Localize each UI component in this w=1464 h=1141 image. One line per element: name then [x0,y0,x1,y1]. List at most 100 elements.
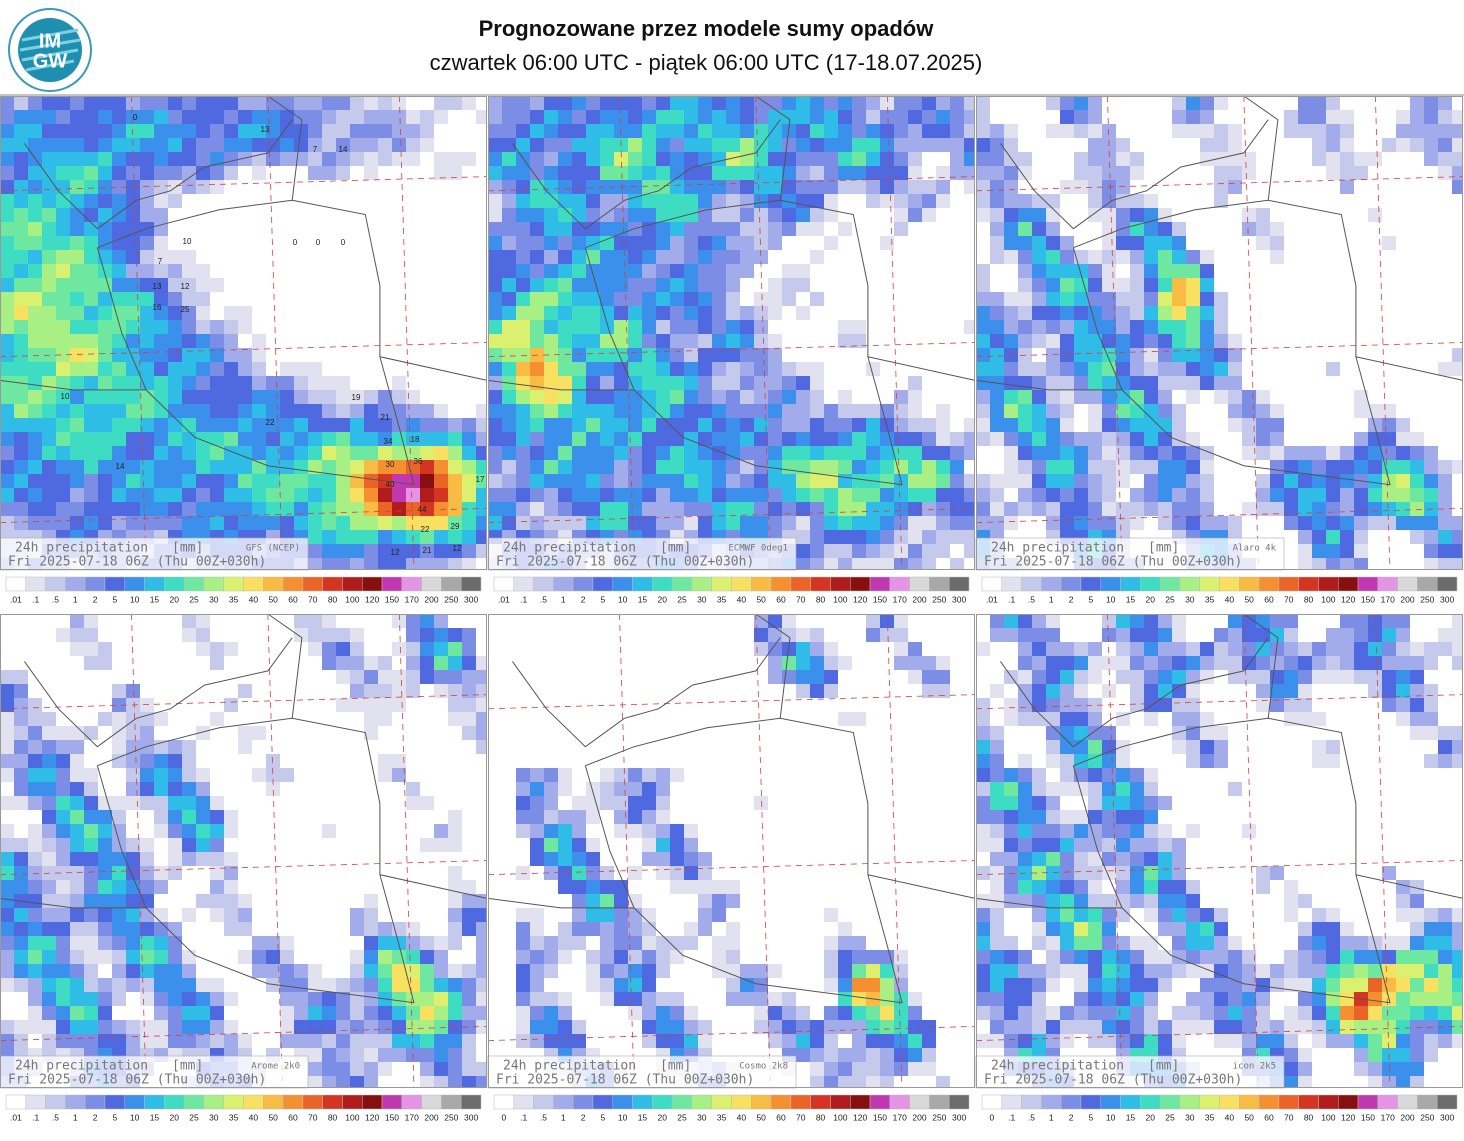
precip-cell [14,978,28,992]
precip-cell [782,1020,796,1034]
precip-cell [754,502,768,516]
precip-cell [1186,1006,1200,1020]
precip-cell [168,152,182,166]
precip-cell [852,110,866,124]
precip-cell [112,488,126,502]
grid-value: 12 [453,544,462,553]
precip-cell [796,1020,810,1034]
precip-cell [182,362,196,376]
precip-cell [586,362,600,376]
precip-cell [168,936,182,950]
precip-cell [56,306,70,320]
precip-cell [126,838,140,852]
precip-cell [894,628,908,642]
precip-cell [112,124,126,138]
precip-cell [196,1020,210,1034]
precip-cell [976,768,990,782]
precip-cell [42,446,56,460]
precip-cell [656,96,670,110]
precip-cell [140,362,154,376]
colorbar-label: 80 [1304,1112,1314,1122]
precip-cell [852,404,866,418]
precip-cell [112,880,126,894]
precip-cell [1270,250,1284,264]
precip-cell [572,1034,586,1048]
precip-cell [1074,880,1088,894]
precip-cell [1018,278,1032,292]
precip-cell [558,460,572,474]
precip-cell [476,1062,487,1076]
precip-cell [908,418,922,432]
precip-cell [810,166,824,180]
precip-cell [1438,96,1452,110]
precip-cell [1186,922,1200,936]
precip-cell [1340,642,1354,656]
precip-cell [56,460,70,474]
precip-cell [42,1006,56,1020]
precip-cell [98,516,112,530]
precip-cell [1186,348,1200,362]
precip-cell [782,432,796,446]
colorbar-label: 200 [424,1112,438,1122]
colorbar-label: 40 [249,594,259,604]
precip-cell [420,978,434,992]
precip-cell [392,446,406,460]
precip-cell [392,950,406,964]
precip-cell [852,1076,866,1088]
colorbar-box [282,576,304,592]
precip-cell [1074,922,1088,936]
precip-cell [154,936,168,950]
precip-cell [1228,138,1242,152]
precip-cell [1074,670,1088,684]
colorbar-box [441,1094,462,1110]
precip-cell [294,432,308,446]
precip-cell [936,474,950,488]
precip-cell [1032,768,1046,782]
precip-cell [712,488,726,502]
precip-cell [182,124,196,138]
precip-cell [1102,782,1116,796]
precip-cell [364,460,378,474]
precip-cell [600,404,614,418]
precip-cell [530,796,544,810]
precip-cell [1158,824,1172,838]
coastline [999,119,1269,230]
precip-cell [754,992,768,1006]
precip-cell [126,236,140,250]
precip-cell [782,992,796,1006]
precip-cell [1256,684,1270,698]
precip-cell [1088,852,1102,866]
precip-cell [1270,474,1284,488]
precip-cell [572,320,586,334]
precip-cell [1046,880,1060,894]
precip-cell [322,642,336,656]
precip-cell [990,488,1004,502]
precip-cell [712,236,726,250]
precip-cell [14,222,28,236]
precip-cell [210,1020,224,1034]
precip-cell [42,768,56,782]
precip-cell [448,1062,462,1076]
border [975,897,1123,909]
precip-cell [642,208,656,222]
precip-cell [572,390,586,404]
precip-cell [238,390,252,404]
precip-cell [1326,488,1340,502]
precip-cell [462,670,476,684]
precip-cell [614,292,628,306]
precip-cell [42,824,56,838]
precip-cell [726,124,740,138]
precip-cell [1354,488,1368,502]
precip-cell [1144,698,1158,712]
precip-cell [322,628,336,642]
precip-cell [880,166,894,180]
precip-cell [1172,460,1186,474]
precip-cell [1130,656,1144,670]
precip-cell [1396,1076,1410,1088]
precip-cell [1004,138,1018,152]
precip-cell [1102,460,1116,474]
precip-cell [1298,698,1312,712]
precip-cell [126,712,140,726]
precip-cell [628,936,642,950]
precip-cell [614,474,628,488]
